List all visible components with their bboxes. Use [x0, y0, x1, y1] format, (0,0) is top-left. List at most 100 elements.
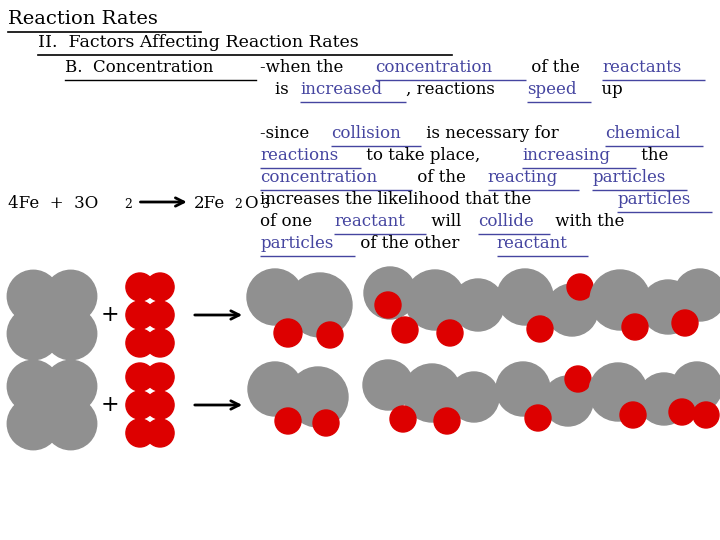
Circle shape — [405, 270, 465, 330]
Circle shape — [622, 314, 648, 340]
Text: of one: of one — [261, 213, 318, 230]
Circle shape — [693, 402, 719, 428]
Text: reactant: reactant — [497, 235, 567, 252]
Circle shape — [45, 360, 96, 412]
Text: reactant: reactant — [335, 213, 405, 230]
Circle shape — [247, 269, 303, 325]
Circle shape — [567, 274, 593, 300]
Text: 2Fe: 2Fe — [194, 195, 225, 212]
Circle shape — [375, 292, 401, 318]
Circle shape — [126, 273, 154, 301]
Circle shape — [126, 391, 154, 419]
Circle shape — [590, 270, 650, 330]
Circle shape — [546, 284, 598, 336]
Text: reactions: reactions — [261, 147, 338, 164]
Circle shape — [674, 269, 720, 321]
Text: reactants: reactants — [602, 59, 682, 76]
Text: is: is — [276, 81, 294, 98]
Circle shape — [45, 271, 96, 322]
Text: up: up — [591, 81, 623, 98]
Text: collide: collide — [478, 213, 534, 230]
Text: 3: 3 — [261, 198, 269, 211]
Text: , reactions: , reactions — [406, 81, 500, 98]
Text: will: will — [426, 213, 467, 230]
Text: concentration: concentration — [375, 59, 492, 76]
Circle shape — [364, 267, 416, 319]
Circle shape — [449, 372, 499, 422]
Circle shape — [7, 271, 59, 322]
Text: -when the: -when the — [261, 59, 349, 76]
Circle shape — [146, 419, 174, 447]
Text: -since: -since — [261, 125, 315, 142]
Circle shape — [452, 279, 504, 331]
Text: particles: particles — [592, 169, 665, 186]
Text: chemical: chemical — [606, 125, 680, 142]
Circle shape — [392, 317, 418, 343]
Text: increases the likelihood that the: increases the likelihood that the — [261, 191, 537, 208]
Circle shape — [7, 308, 59, 360]
Circle shape — [669, 399, 695, 425]
Circle shape — [7, 360, 59, 412]
Circle shape — [248, 362, 302, 416]
Text: particles: particles — [261, 235, 334, 252]
Circle shape — [126, 419, 154, 447]
Text: of the: of the — [526, 59, 585, 76]
Circle shape — [620, 402, 646, 428]
Circle shape — [146, 329, 174, 357]
Circle shape — [317, 322, 343, 348]
Circle shape — [496, 362, 550, 416]
Circle shape — [146, 363, 174, 391]
Circle shape — [275, 408, 301, 434]
Text: +: + — [101, 394, 120, 416]
Circle shape — [434, 408, 460, 434]
Circle shape — [672, 362, 720, 412]
Text: particles: particles — [617, 191, 690, 208]
Circle shape — [146, 301, 174, 329]
Text: of the other: of the other — [355, 235, 464, 252]
Circle shape — [45, 398, 96, 450]
Text: increasing: increasing — [522, 147, 610, 164]
Circle shape — [126, 363, 154, 391]
Circle shape — [288, 367, 348, 427]
Circle shape — [146, 391, 174, 419]
Circle shape — [525, 405, 551, 431]
Circle shape — [641, 280, 695, 334]
Text: collision: collision — [330, 125, 400, 142]
Text: 2: 2 — [234, 198, 242, 211]
Text: increased: increased — [300, 81, 382, 98]
Circle shape — [403, 364, 461, 422]
Circle shape — [543, 376, 593, 426]
Circle shape — [390, 406, 416, 432]
Circle shape — [565, 366, 591, 392]
Text: is necessary for: is necessary for — [420, 125, 564, 142]
Text: reacting: reacting — [488, 169, 558, 186]
Text: +: + — [101, 304, 120, 326]
Text: 4Fe  +  3O: 4Fe + 3O — [8, 195, 98, 212]
Circle shape — [437, 320, 463, 346]
Text: with the: with the — [550, 213, 624, 230]
Circle shape — [672, 310, 698, 336]
Text: O: O — [244, 195, 258, 212]
Text: concentration: concentration — [261, 169, 377, 186]
Circle shape — [7, 398, 59, 450]
Text: II.  Factors Affecting Reaction Rates: II. Factors Affecting Reaction Rates — [38, 34, 359, 51]
Text: B.  Concentration: B. Concentration — [65, 59, 213, 76]
Circle shape — [126, 301, 154, 329]
Text: Reaction Rates: Reaction Rates — [8, 10, 158, 28]
Text: to take place,: to take place, — [361, 147, 486, 164]
Circle shape — [146, 273, 174, 301]
Text: the: the — [636, 147, 668, 164]
Circle shape — [274, 319, 302, 347]
Circle shape — [527, 316, 553, 342]
Circle shape — [589, 363, 647, 421]
Circle shape — [638, 373, 690, 425]
Circle shape — [126, 329, 154, 357]
Text: 2: 2 — [125, 198, 132, 211]
Circle shape — [313, 410, 339, 436]
Circle shape — [363, 360, 413, 410]
Circle shape — [45, 308, 96, 360]
Text: speed: speed — [527, 81, 577, 98]
Text: of the: of the — [412, 169, 471, 186]
Circle shape — [288, 273, 352, 337]
Circle shape — [497, 269, 553, 325]
